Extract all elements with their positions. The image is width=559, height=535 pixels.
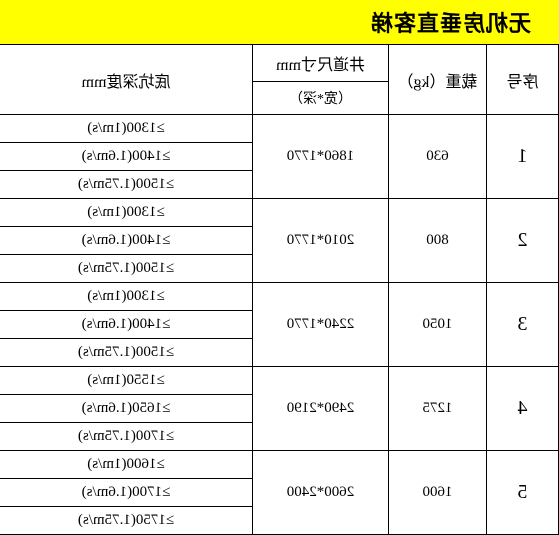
load-cell: 630 <box>389 115 487 199</box>
pit-cell: ≥1750(1.75m/s) <box>0 507 253 535</box>
table-row: 28002010*1770≥1300(1m/s) <box>0 199 559 227</box>
col-header-seq: 序号 <box>487 45 559 115</box>
load-cell: 800 <box>389 199 487 283</box>
shaft-cell: 2490*2190 <box>253 367 389 451</box>
table-row: 516002600*2400≥1600(1m/s) <box>0 451 559 479</box>
seq-cell: 4 <box>487 367 559 451</box>
col-header-pit: 底坑深度mm <box>0 45 253 115</box>
seq-cell: 1 <box>487 115 559 199</box>
seq-cell: 3 <box>487 283 559 367</box>
pit-cell: ≥1700(1.6m/s) <box>0 479 253 507</box>
table-header-row: 序号 载重（kg） 井道尺寸mm 底坑深度mm <box>0 45 559 82</box>
shaft-cell: 2240*1770 <box>253 283 389 367</box>
load-cell: 1600 <box>389 451 487 535</box>
title-bar: 无机房垂直客梯 <box>0 0 559 44</box>
seq-cell: 2 <box>487 199 559 283</box>
pit-cell: ≥1400(1.6m/s) <box>0 311 253 339</box>
page-title: 无机房垂直客梯 <box>370 6 531 38</box>
pit-cell: ≥1500(1.75m/s) <box>0 171 253 199</box>
table-row: 310502240*1770≥1300(1m/s) <box>0 283 559 311</box>
load-cell: 1050 <box>389 283 487 367</box>
pit-cell: ≥1400(1.6m/s) <box>0 143 253 171</box>
col-header-shaft-sub: （宽*深） <box>253 82 389 115</box>
col-header-load: 载重（kg） <box>389 45 487 115</box>
col-header-shaft-top: 井道尺寸mm <box>253 45 389 82</box>
pit-cell: ≥1500(1.75m/s) <box>0 339 253 367</box>
pit-cell: ≥1700(1.75m/s) <box>0 423 253 451</box>
pit-cell: ≥1550(1m/s) <box>0 367 253 395</box>
load-cell: 1275 <box>389 367 487 451</box>
elevator-spec-table: 序号 载重（kg） 井道尺寸mm 底坑深度mm （宽*深） 16301860*1… <box>0 44 559 535</box>
pit-cell: ≥1600(1m/s) <box>0 451 253 479</box>
seq-cell: 5 <box>487 451 559 535</box>
shaft-cell: 2010*1770 <box>253 199 389 283</box>
pit-cell: ≥1300(1m/s) <box>0 115 253 143</box>
pit-cell: ≥1500(1.75m/s) <box>0 255 253 283</box>
table-row: 412752490*2190≥1550(1m/s) <box>0 367 559 395</box>
shaft-cell: 1860*1770 <box>253 115 389 199</box>
pit-cell: ≥1400(1.6m/s) <box>0 227 253 255</box>
shaft-cell: 2600*2400 <box>253 451 389 535</box>
table-row: 16301860*1770≥1300(1m/s) <box>0 115 559 143</box>
pit-cell: ≥1300(1m/s) <box>0 283 253 311</box>
pit-cell: ≥1650(1.6m/s) <box>0 395 253 423</box>
pit-cell: ≥1300(1m/s) <box>0 199 253 227</box>
